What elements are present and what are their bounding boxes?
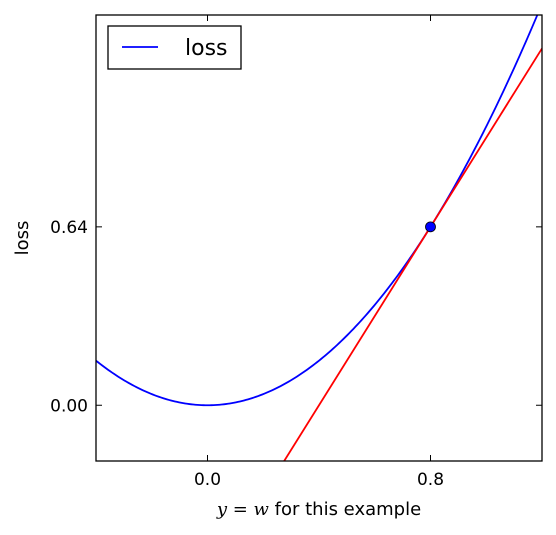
legend-label: loss <box>185 36 228 61</box>
tangent-line <box>283 47 542 461</box>
y-tick-label: 0.64 <box>50 218 88 238</box>
x-tick-label: 0.8 <box>417 470 444 490</box>
x-axis-label-math: y = w <box>216 499 270 520</box>
x-axis-label-text: for this example <box>269 499 421 520</box>
x-axis-label: y = w for this example <box>216 499 421 520</box>
plot-frame <box>95 14 543 462</box>
y-tick-label: 0.00 <box>50 396 88 416</box>
x-tick-label: 0.0 <box>194 470 221 490</box>
tangent-point-marker <box>425 221 436 233</box>
legend: loss <box>107 25 242 70</box>
y-axis-label: loss <box>12 221 33 256</box>
loss-curve <box>96 15 539 407</box>
